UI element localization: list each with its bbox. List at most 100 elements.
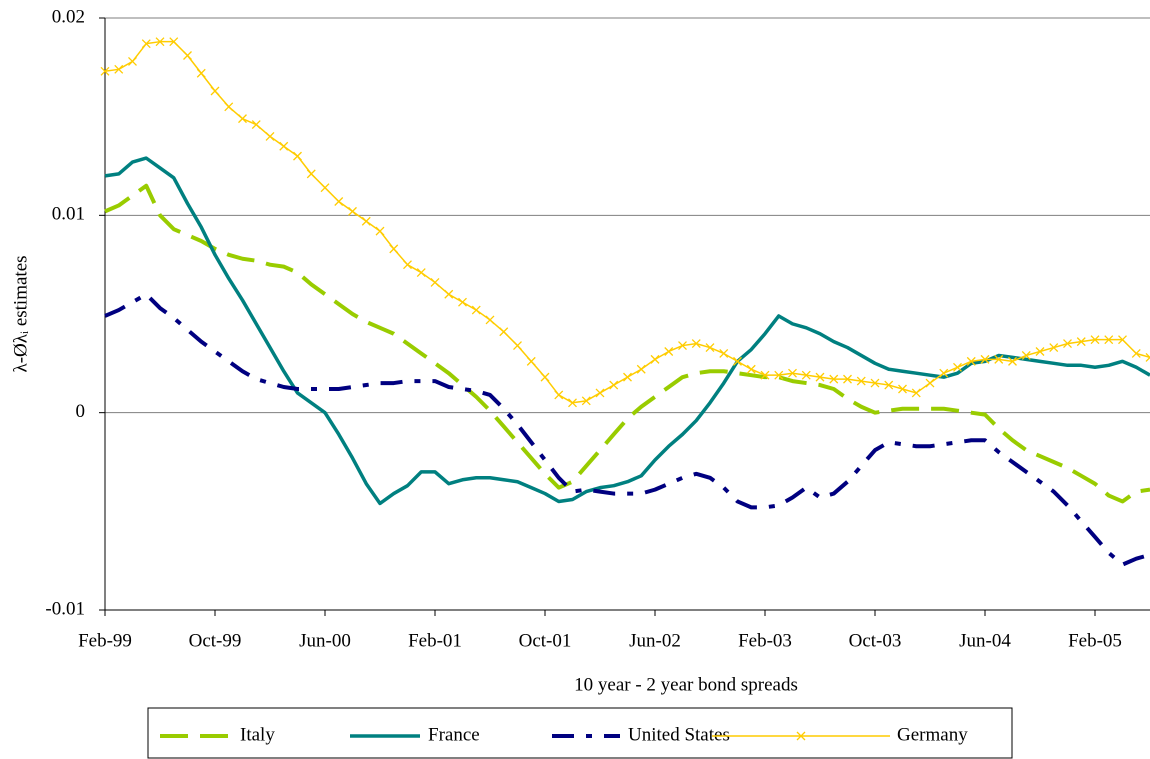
data-point	[925, 378, 935, 388]
data-point	[609, 380, 619, 390]
x-tick-label: Feb-01	[408, 630, 462, 651]
data-point	[980, 354, 990, 364]
data-point	[870, 378, 880, 388]
x-axis-title: 10 year - 2 year bond spreads	[574, 674, 798, 695]
data-point	[389, 244, 399, 254]
data-point	[293, 151, 302, 161]
data-point	[540, 372, 550, 382]
data-point	[595, 388, 605, 398]
data-point	[403, 260, 412, 270]
data-point	[513, 341, 522, 351]
data-point	[568, 398, 577, 408]
data-point	[128, 56, 137, 66]
x-tick-label: Oct-01	[519, 630, 572, 651]
series-line	[104, 183, 1150, 504]
data-point	[361, 216, 371, 226]
data-point	[265, 131, 275, 141]
data-point	[678, 341, 687, 351]
data-point	[196, 68, 206, 78]
legend-label: France	[428, 724, 480, 745]
data-point	[623, 372, 632, 382]
data-point	[526, 356, 536, 366]
y-tick-label: -0.01	[45, 598, 85, 619]
x-tick-label: Jun-00	[299, 630, 351, 651]
data-point	[1049, 343, 1059, 353]
data-point	[169, 37, 179, 47]
data-point	[856, 376, 866, 386]
y-tick-label: 0	[76, 401, 86, 422]
data-point	[416, 268, 426, 278]
data-point	[705, 343, 715, 353]
legend-label: Germany	[897, 724, 968, 745]
data-point	[760, 370, 770, 380]
data-point	[829, 374, 839, 384]
series-line	[104, 156, 1150, 506]
data-point	[279, 141, 289, 151]
data-point	[554, 390, 564, 400]
y-tick-label: 0.01	[52, 204, 85, 225]
data-point	[691, 339, 701, 349]
data-point	[719, 349, 729, 358]
data-point	[581, 396, 591, 406]
legend-label: United States	[628, 724, 730, 745]
data-point	[884, 380, 894, 390]
data-point	[994, 354, 1004, 364]
data-point	[650, 354, 660, 364]
x-tick-label: Oct-03	[849, 630, 902, 651]
data-point	[1008, 356, 1017, 366]
data-point	[953, 362, 962, 372]
data-point	[458, 297, 467, 307]
data-point	[348, 206, 357, 216]
data-point	[320, 183, 330, 193]
data-point	[1090, 335, 1100, 345]
data-point	[746, 364, 756, 374]
legend-box	[147, 707, 1013, 759]
data-point	[733, 356, 742, 366]
data-point	[939, 368, 949, 378]
x-tick-label: Oct-99	[189, 630, 242, 651]
data-point	[334, 197, 344, 206]
data-point	[1063, 339, 1072, 349]
data-point	[471, 305, 481, 315]
data-point	[306, 169, 316, 179]
data-point	[210, 86, 220, 96]
data-point	[1035, 347, 1045, 356]
data-point	[183, 51, 192, 60]
data-point	[141, 39, 151, 49]
data-point	[238, 114, 247, 124]
series-line	[104, 292, 1150, 567]
data-point	[114, 64, 124, 74]
data-point	[485, 315, 495, 325]
x-tick-label: Feb-03	[738, 630, 792, 651]
data-point	[801, 370, 811, 380]
data-point	[155, 37, 165, 47]
data-point	[788, 368, 797, 378]
x-tick-label: Jun-04	[959, 630, 1011, 651]
data-point	[636, 364, 646, 374]
x-tick-label: Jun-02	[629, 630, 681, 651]
data-point	[911, 388, 921, 398]
data-point	[843, 374, 852, 384]
data-point	[1021, 350, 1031, 360]
x-tick-label: Feb-99	[78, 630, 132, 651]
data-point	[774, 370, 784, 380]
data-point	[1145, 352, 1150, 362]
data-point	[1118, 335, 1127, 345]
data-point	[966, 356, 976, 366]
x-tick-label: Feb-05	[1068, 630, 1122, 651]
data-point	[1076, 337, 1086, 347]
data-point	[1131, 349, 1141, 358]
series-line	[104, 40, 1150, 404]
data-point	[430, 277, 440, 287]
data-point	[444, 289, 454, 299]
y-tick-label: 0.02	[52, 6, 85, 27]
data-point	[898, 384, 907, 394]
legend-label: Italy	[240, 724, 275, 745]
data-point	[815, 372, 825, 382]
data-point	[100, 66, 110, 76]
data-point	[664, 347, 674, 356]
data-point	[375, 226, 385, 236]
data-point	[224, 102, 234, 112]
